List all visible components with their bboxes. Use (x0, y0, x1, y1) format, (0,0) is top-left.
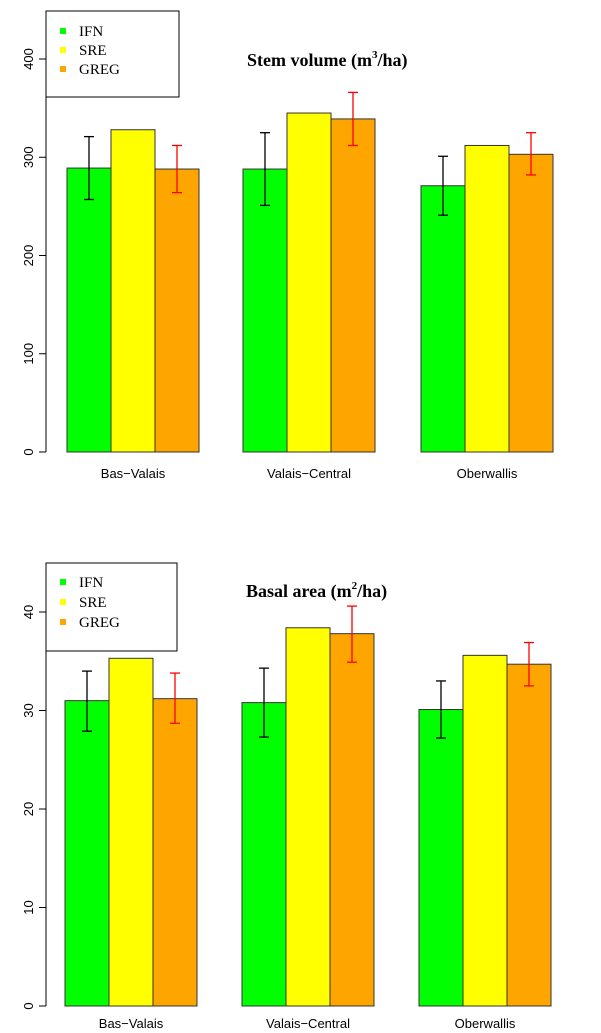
chart-panel-1: 0 100 200 300 400 Bas−Valais Valais−Central Obe… (21, 10, 554, 481)
y-tick-label: 0 (21, 448, 36, 455)
x-category-label: Valais−Central (266, 1016, 350, 1031)
bar-sre (286, 112, 332, 453)
legend-box (45, 10, 180, 98)
bar-sre (464, 144, 510, 453)
legend-label-greg: GREG (79, 62, 120, 78)
chart-title: Stem volume (m3/ha) (247, 49, 408, 71)
chart-panel-2: 0 10 20 30 40 Bas−Valais Valais−Central Oberwal… (21, 562, 552, 1031)
y-tick-label: 200 (21, 245, 36, 267)
chart-title-prefix: Stem volume (m (247, 50, 372, 71)
chart-title-prefix: Basal area (m (246, 581, 352, 602)
bar-ifn (64, 700, 110, 1007)
bar-greg (329, 633, 375, 1007)
legend-label-greg: GREG (79, 615, 120, 631)
legend-label-ifn: IFN (79, 24, 103, 40)
y-tick-label: 40 (21, 605, 36, 619)
y-tick-label: 100 (21, 343, 36, 365)
bar-ifn (418, 709, 464, 1007)
x-category-label: Oberwallis (457, 466, 518, 481)
legend-box (45, 562, 178, 652)
legend-swatch-ifn (60, 579, 66, 585)
bar-sre (108, 657, 154, 1007)
legend-label-ifn: IFN (79, 575, 103, 591)
bar-greg (152, 698, 198, 1007)
bar-sre (285, 627, 331, 1007)
bar-sre (110, 129, 156, 453)
bar-ifn (420, 185, 466, 453)
y-tick-label: 300 (21, 146, 36, 168)
bar-greg (506, 663, 552, 1007)
bar-greg (154, 168, 200, 453)
bar-ifn (242, 168, 288, 453)
bar-sre (462, 654, 508, 1007)
x-category-label: Valais−Central (267, 466, 351, 481)
y-tick-label: 20 (21, 802, 36, 816)
legend-swatch-sre (60, 47, 66, 53)
y-tick-label: 0 (21, 1002, 36, 1009)
legend-swatch-ifn (60, 28, 66, 34)
chart-title-suffix: /ha) (356, 581, 387, 602)
chart-title-suffix: /ha) (376, 50, 407, 71)
bar-greg (330, 118, 376, 453)
legend-swatch-greg (60, 619, 66, 625)
y-tick-label: 400 (21, 48, 36, 70)
legend-label-sre: SRE (79, 43, 107, 59)
chart-title: Basal area (m2/ha) (246, 580, 387, 602)
chart-title-superscript: 3 (372, 49, 378, 61)
bar-ifn (66, 167, 112, 453)
y-tick-label: 10 (21, 900, 36, 914)
x-category-label: Oberwallis (455, 1016, 516, 1031)
y-tick-label: 30 (21, 703, 36, 717)
x-category-label: Bas−Valais (99, 1016, 164, 1031)
x-category-label: Bas−Valais (101, 466, 166, 481)
legend-swatch-sre (60, 599, 66, 605)
bar-greg (508, 153, 554, 453)
legend-label-sre: SRE (79, 595, 107, 611)
bar-ifn (241, 702, 287, 1007)
chart-title-superscript: 2 (352, 580, 358, 592)
legend-swatch-greg (60, 66, 66, 72)
